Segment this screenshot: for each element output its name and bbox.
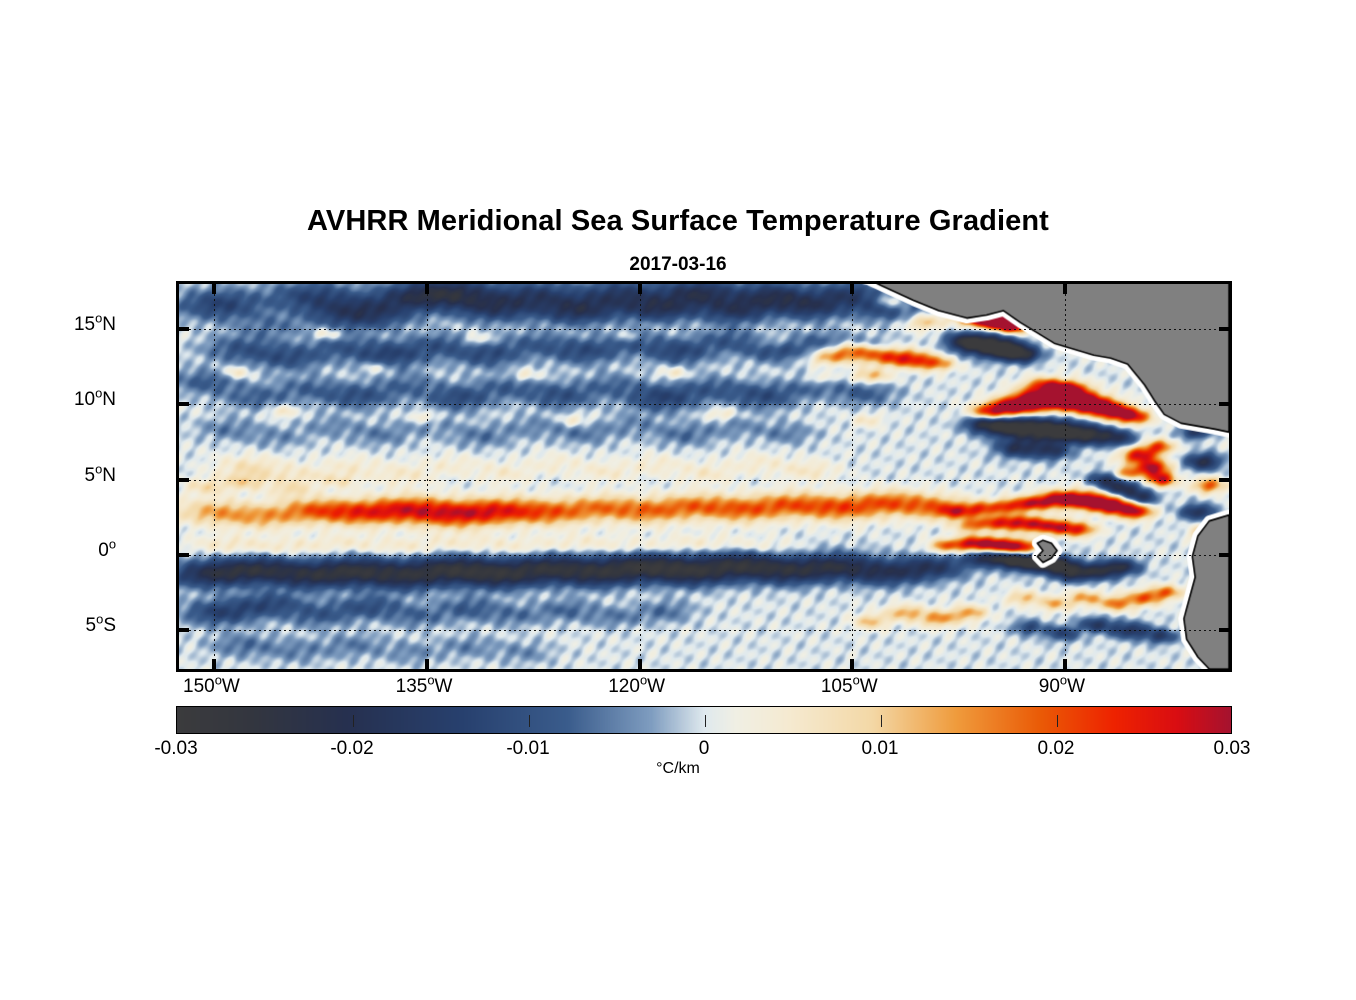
colorbar-unit-label: °C/km xyxy=(656,760,700,777)
x-tick xyxy=(425,284,430,294)
x-tick xyxy=(850,284,855,294)
y-tick xyxy=(1219,627,1229,632)
colorbar-tick-label: 0 xyxy=(698,738,710,759)
x-tick xyxy=(637,284,642,294)
colorbar-tick-label: -0.02 xyxy=(330,738,374,759)
x-tick xyxy=(637,659,642,669)
y-tick-label: 15oN xyxy=(73,310,116,336)
y-tick-label: 10oN xyxy=(73,385,116,411)
sst-gradient-heatmap xyxy=(179,284,1229,669)
y-tick xyxy=(179,552,189,557)
chart-subtitle: 2017-03-16 xyxy=(629,254,727,275)
y-tick xyxy=(179,402,189,407)
x-tick-label: 105oW xyxy=(820,672,878,697)
x-tick xyxy=(850,659,855,669)
x-tick-label: 150oW xyxy=(183,672,240,697)
x-tick xyxy=(425,659,430,669)
colorbar-tick-label: 0.03 xyxy=(1213,738,1251,759)
colorbar-tick xyxy=(529,715,530,727)
y-tick xyxy=(179,327,189,332)
x-tick-label: 90oW xyxy=(1038,672,1086,697)
y-tick xyxy=(179,477,189,482)
colorbar-tick-label: -0.03 xyxy=(154,738,198,759)
y-tick xyxy=(179,627,189,632)
colorbar[interactable] xyxy=(176,706,1232,734)
y-tick xyxy=(1219,477,1229,482)
colorbar-tick-label: 0.01 xyxy=(861,738,899,759)
y-tick xyxy=(1219,327,1229,332)
y-tick xyxy=(1219,402,1229,407)
x-tick xyxy=(212,284,217,294)
colorbar-tick-label: 0.02 xyxy=(1037,738,1075,759)
x-tick xyxy=(212,659,217,669)
x-tick xyxy=(1062,284,1067,294)
colorbar-tick xyxy=(881,715,882,727)
x-tick xyxy=(1062,659,1067,669)
colorbar-tick xyxy=(705,715,706,727)
chart-title: AVHRR Meridional Sea Surface Temperature… xyxy=(307,205,1049,237)
y-tick-label: 5oN xyxy=(84,461,117,486)
colorbar-gradient xyxy=(177,707,1231,733)
x-tick-label: 120oW xyxy=(608,672,666,697)
y-tick-label: 0o xyxy=(98,536,116,561)
map-axes xyxy=(176,281,1232,672)
y-tick-label: 5oS xyxy=(85,611,116,636)
colorbar-tick-label: -0.01 xyxy=(506,738,550,759)
x-tick-label: 135oW xyxy=(395,672,453,697)
colorbar-tick xyxy=(353,715,354,727)
y-tick xyxy=(1219,552,1229,557)
colorbar-tick xyxy=(1057,715,1058,727)
